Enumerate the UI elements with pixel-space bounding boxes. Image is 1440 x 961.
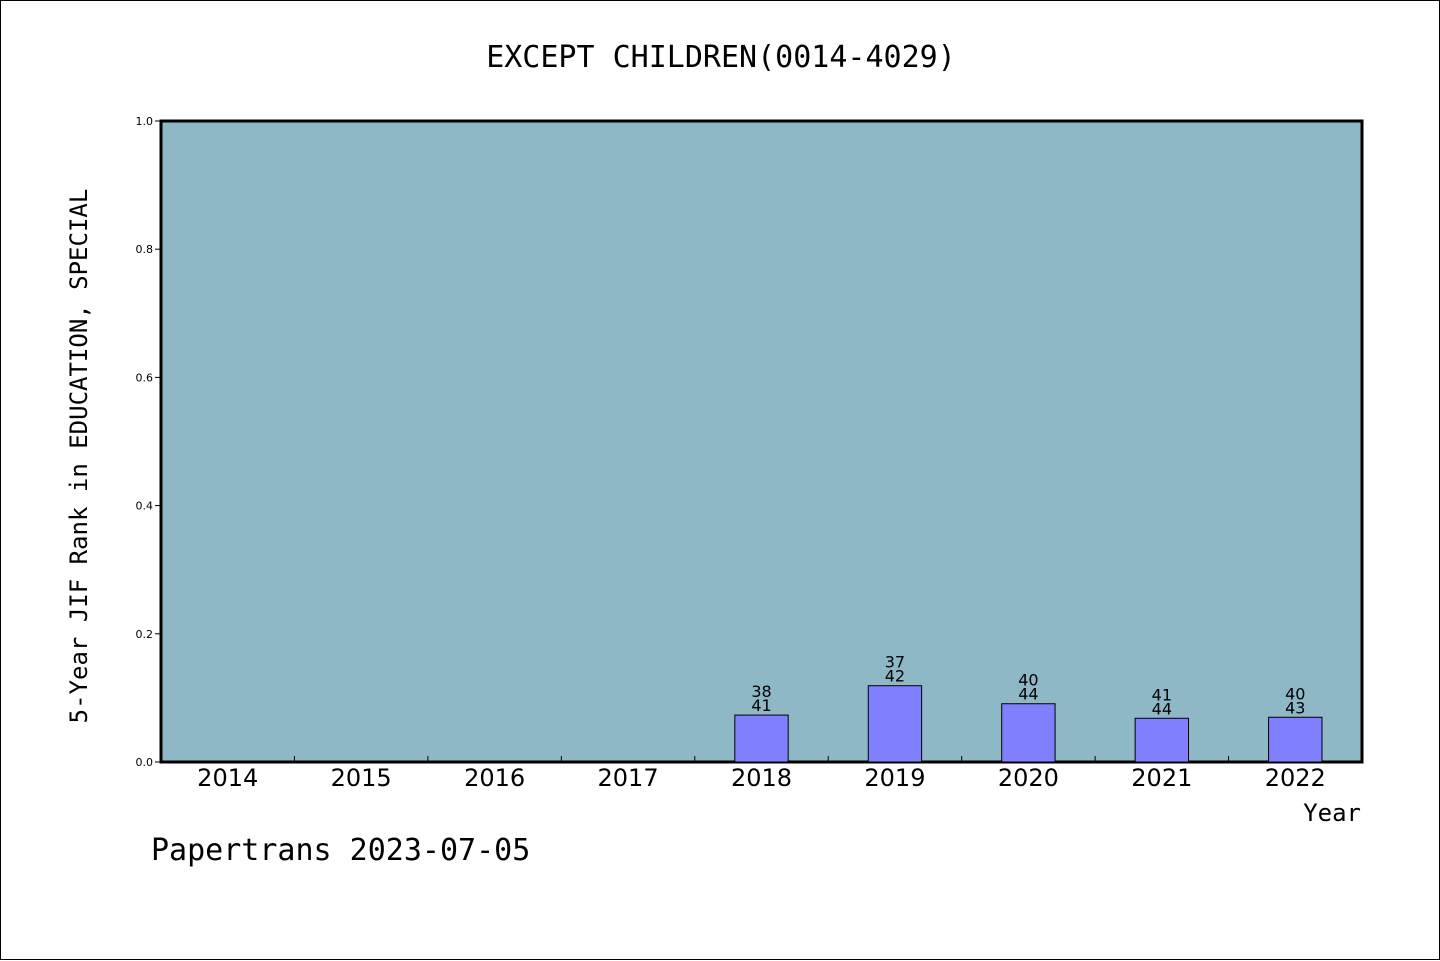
x-tick-label: 2022 (1265, 764, 1326, 792)
bar-2020 (1001, 703, 1056, 763)
bar-rank-label: 38 (751, 682, 771, 701)
bar-2021 (1134, 717, 1190, 763)
bar-total-label: 42 (885, 667, 905, 686)
bar-2018 (734, 714, 789, 763)
x-tick-label: 2016 (464, 764, 525, 792)
x-axis-label: Year (1303, 799, 1361, 827)
x-tick-label: 2020 (998, 764, 1059, 792)
chart-title: EXCEPT CHILDREN(0014-4029) (486, 40, 956, 75)
y-axis-ticks: 0.0 0.2 0.4 0.6 0.8 1.0 (136, 115, 161, 769)
x-tick-label: 2018 (731, 764, 792, 792)
bar-total-label: 44 (1018, 685, 1038, 704)
bar-total-label: 43 (1285, 698, 1305, 717)
y-tick-label: 0.4 (136, 500, 154, 513)
bar-rank-label: 40 (1018, 671, 1038, 690)
bar-2022 (1268, 716, 1323, 763)
y-tick-label: 0.0 (136, 756, 154, 769)
y-tick-label: 0.2 (136, 628, 154, 641)
bar-rank-label: 40 (1285, 684, 1305, 703)
y-tick-label: 0.6 (136, 371, 154, 384)
y-tick-label: 0.8 (136, 243, 154, 256)
bar-total-label: 44 (1152, 699, 1172, 718)
x-axis-ticks: 2014 2015 2016 2017 2018 2019 2020 2021 2022 (197, 756, 1326, 792)
bar-rank-label: 37 (885, 653, 905, 672)
bar-total-label: 41 (751, 696, 771, 715)
y-axis-label: 5-Year JIF Rank in EDUCATION, SPECIAL (65, 189, 93, 724)
x-tick-label: 2019 (864, 764, 925, 792)
x-tick-label: 2017 (598, 764, 659, 792)
x-tick-label: 2015 (331, 764, 392, 792)
bar-2019 (867, 685, 923, 763)
plot-area (159, 119, 1364, 764)
y-tick-label: 1.0 (136, 115, 154, 128)
x-tick-label: 2014 (197, 764, 258, 792)
footer-note: Papertrans 2023-07-05 (151, 833, 531, 868)
bar-rank-label: 41 (1152, 685, 1172, 704)
x-tick-label: 2021 (1131, 764, 1192, 792)
